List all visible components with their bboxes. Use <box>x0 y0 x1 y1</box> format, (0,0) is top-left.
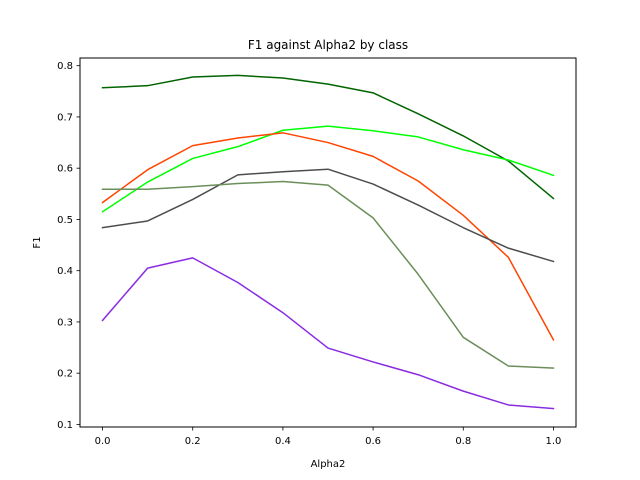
series-line-6 <box>101 257 555 410</box>
x-tick-label: 0.0 <box>95 436 111 447</box>
y-axis-label: F1 <box>32 236 43 248</box>
y-axis: 0.1 0.2 0.3 0.4 0.5 0.6 0.7 0.8 <box>57 61 80 431</box>
series-line-3 <box>101 132 555 341</box>
y-tick-label: 0.6 <box>57 164 73 175</box>
x-tick-label: 0.8 <box>455 436 471 447</box>
x-tick-label: 0.2 <box>185 436 201 447</box>
y-tick-label: 0.5 <box>57 215 73 226</box>
y-tick-label: 0.3 <box>57 317 73 328</box>
chart-title: F1 against Alpha2 by class <box>248 38 408 52</box>
plot-area <box>101 74 555 410</box>
y-tick-label: 0.1 <box>57 420 73 431</box>
x-tick-label: 0.6 <box>365 436 381 447</box>
series-line-1 <box>101 74 555 200</box>
x-axis: 0.0 0.2 0.4 0.6 0.8 1.0 <box>95 427 562 447</box>
y-tick-label: 0.7 <box>57 112 73 123</box>
axes-frame <box>79 57 577 428</box>
y-tick-label: 0.4 <box>57 266 73 277</box>
series-line-2 <box>101 125 555 213</box>
x-tick-label: 1.0 <box>546 436 562 447</box>
y-tick-label: 0.2 <box>57 369 73 380</box>
series-line-5 <box>101 180 555 369</box>
x-tick-label: 0.4 <box>275 436 291 447</box>
series-line-4 <box>101 168 555 263</box>
x-axis-label: Alpha2 <box>311 459 346 470</box>
y-tick-label: 0.8 <box>57 61 73 72</box>
